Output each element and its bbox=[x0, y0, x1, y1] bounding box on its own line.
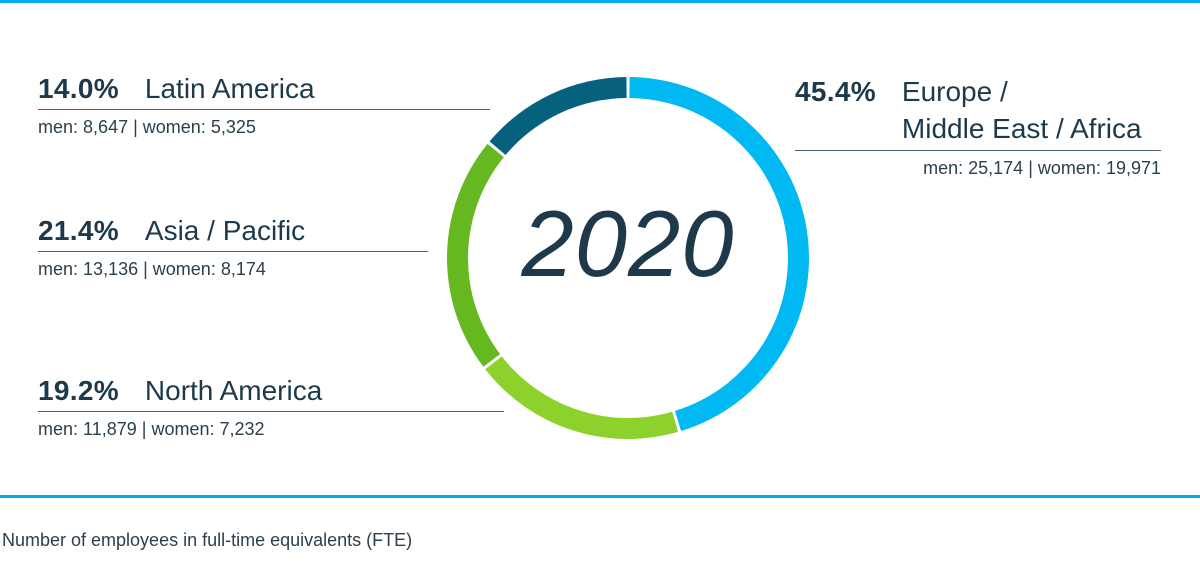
europe-percent: 45.4% bbox=[795, 76, 876, 107]
women-label: women: bbox=[151, 419, 215, 439]
men-label: men: bbox=[923, 158, 964, 178]
north-america-breakdown: men: 11,879 | women: 7,232 bbox=[38, 419, 504, 440]
europe-divider bbox=[795, 150, 1161, 151]
separator: | bbox=[1028, 158, 1033, 178]
bottom-rule bbox=[0, 495, 1200, 498]
north-america-name: North America bbox=[144, 375, 323, 406]
latin-america-percent: 14.0% bbox=[38, 73, 119, 104]
donut-segment-latin-america bbox=[489, 77, 627, 155]
latin-america-divider bbox=[38, 109, 490, 110]
women-label: women: bbox=[152, 259, 216, 279]
legend-north-america: 19.2% North America men: 11,879 | women: 7… bbox=[38, 375, 504, 440]
europe-name: Europe / Middle East / Africa bbox=[902, 73, 1142, 147]
donut-segments bbox=[447, 77, 810, 439]
europe-women: 19,971 bbox=[1105, 158, 1161, 178]
asia-pacific-women: 8,174 bbox=[220, 259, 266, 279]
north-america-percent: 19.2% bbox=[38, 375, 119, 406]
latin-america-men: 8,647 bbox=[83, 117, 129, 137]
latin-america-women: 5,325 bbox=[210, 117, 256, 137]
separator: | bbox=[133, 117, 138, 137]
asia-pacific-men: 13,136 bbox=[83, 259, 139, 279]
chart-center-year: 2020 bbox=[521, 191, 735, 296]
separator: | bbox=[141, 419, 147, 439]
north-america-men: 11,879 bbox=[83, 419, 137, 439]
europe-men: 25,174 bbox=[968, 158, 1024, 178]
men-label: men: bbox=[38, 259, 79, 279]
chart-footnote: Number of employees in full-time equival… bbox=[2, 530, 413, 550]
top-rule bbox=[0, 0, 1200, 3]
north-america-divider bbox=[38, 411, 504, 412]
women-label: women: bbox=[142, 117, 206, 137]
asia-pacific-percent: 21.4% bbox=[38, 215, 119, 246]
legend-asia-pacific: 21.4% Asia / Pacific men: 13,136 | women: … bbox=[38, 215, 428, 280]
europe-name-line2: Middle East / Africa bbox=[901, 113, 1142, 144]
donut-segment-asia-pacific bbox=[447, 143, 504, 367]
asia-pacific-breakdown: men: 13,136 | women: 8,174 bbox=[38, 259, 428, 280]
legend-europe-mea: 45.4% Europe / Middle East / Africa men:… bbox=[795, 73, 1161, 179]
women-label: women: bbox=[1037, 158, 1101, 178]
men-label: men: bbox=[38, 419, 79, 439]
asia-pacific-name: Asia / Pacific bbox=[144, 215, 306, 246]
europe-breakdown: men: 25,174 | women: 19,971 bbox=[795, 158, 1161, 179]
asia-pacific-divider bbox=[38, 251, 428, 252]
legend-latin-america: 14.0% Latin America men: 8,647 | women: 5,… bbox=[38, 73, 490, 138]
donut-segment-north-america bbox=[485, 356, 679, 439]
men-label: men: bbox=[38, 117, 79, 137]
latin-america-name: Latin America bbox=[144, 73, 315, 104]
latin-america-breakdown: men: 8,647 | women: 5,325 bbox=[38, 117, 490, 138]
europe-name-line1: Europe / bbox=[901, 76, 1008, 107]
donut-segment-europe bbox=[629, 77, 810, 432]
separator: | bbox=[143, 259, 148, 279]
north-america-women: 7,232 bbox=[219, 419, 265, 439]
